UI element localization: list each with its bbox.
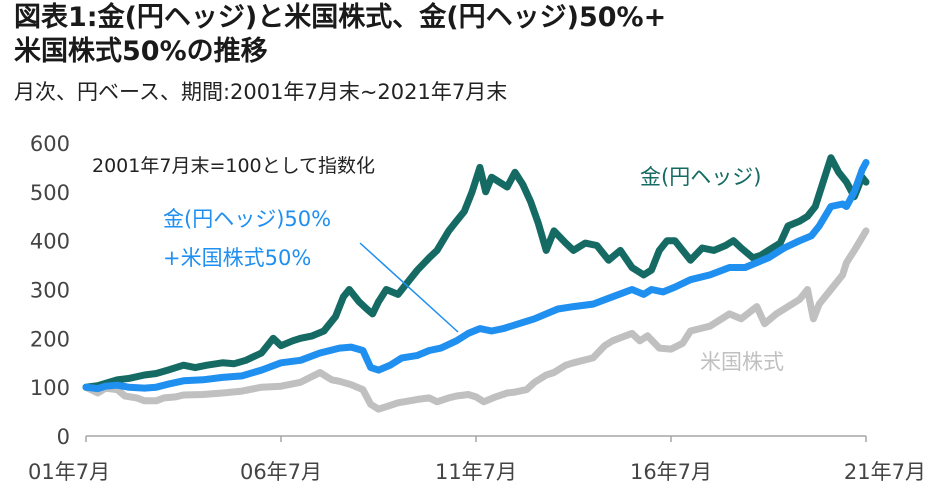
series-line-0 bbox=[82, 227, 870, 413]
y-tick-label: 500 bbox=[30, 181, 70, 205]
series-line-1 bbox=[82, 154, 870, 391]
series-label-leader-line bbox=[359, 242, 459, 333]
y-tick-label: 0 bbox=[57, 425, 70, 449]
y-tick-label: 600 bbox=[30, 132, 70, 156]
y-tick-label: 300 bbox=[30, 279, 70, 303]
chart-title-line2: 米国株式50%の推移 bbox=[14, 36, 268, 67]
y-tick-label: 400 bbox=[30, 230, 70, 254]
series-label-1: 金(円ヘッジ) bbox=[640, 165, 761, 189]
series-label-2: 金(円ヘッジ)50% bbox=[163, 207, 331, 231]
index-note: 2001年7月末=100として指数化 bbox=[92, 155, 375, 177]
chart-subtitle: 月次、円ベース、期間:2001年7月末~2021年7月末 bbox=[14, 80, 508, 104]
x-tick-label: 11年7月 bbox=[435, 460, 517, 484]
chart-axes: 0 100 200 300 400 500 600 01年7月 06年7月 11年7月 16年7月 2… bbox=[28, 132, 926, 484]
chart-title-line1: 図表1:金(円ヘッジ)と米国株式、金(円ヘッジ)50%+ bbox=[14, 2, 667, 33]
series-line-2 bbox=[82, 159, 870, 393]
y-tick-label: 100 bbox=[30, 376, 70, 400]
x-tick-label: 01年7月 bbox=[28, 460, 110, 484]
series-label-2: +米国株式50% bbox=[163, 246, 311, 270]
x-tick-label: 06年7月 bbox=[240, 460, 322, 484]
x-tick-label: 16年7月 bbox=[630, 460, 712, 484]
series-lines bbox=[82, 154, 870, 413]
y-tick-label: 200 bbox=[30, 327, 70, 351]
series-labels: 米国株式 金(円ヘッジ) 金(円ヘッジ)50% +米国株式50% bbox=[163, 165, 784, 374]
series-label-0: 米国株式 bbox=[700, 350, 784, 374]
x-tick-label: 21年7月 bbox=[844, 460, 926, 484]
